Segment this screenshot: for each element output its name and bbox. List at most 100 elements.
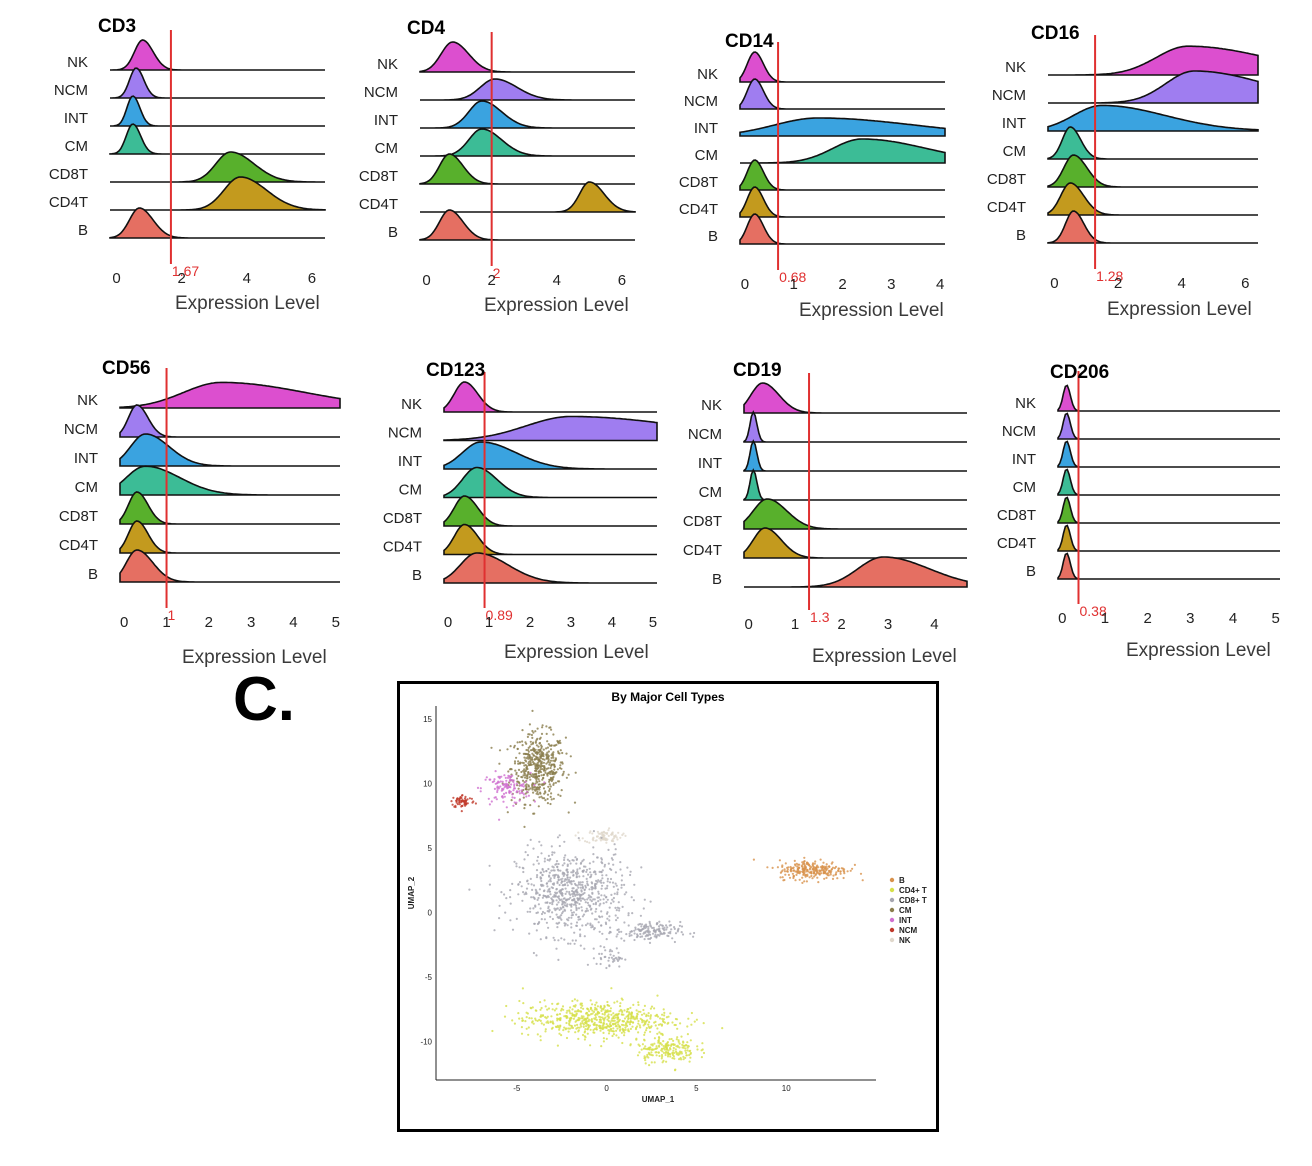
x-tick-label: 2	[205, 614, 213, 631]
ridge-cm	[743, 468, 967, 501]
ridge-cd8t	[419, 153, 635, 185]
ridge-b	[1057, 552, 1280, 580]
ridge-int	[110, 95, 325, 127]
ridge-nk	[1057, 384, 1280, 412]
ridge-cd8t	[1047, 154, 1258, 188]
ridge-cd8t	[119, 491, 340, 525]
ridge-svg: NK NCM INT CM CD8T CD4T B 0.68 0 1 2 3 4	[679, 42, 946, 293]
category-label: NCM	[364, 84, 398, 101]
threshold-label: 0.89	[486, 607, 513, 623]
ridge-svg: NK NCM INT CM CD8T CD4T B 1.28 0 2 4 6	[987, 35, 1259, 292]
category-label: CM	[1003, 143, 1026, 160]
category-label: B	[88, 566, 98, 583]
ridge-ncm	[743, 410, 967, 443]
legend-label: NK	[899, 936, 911, 945]
ridge-cm	[420, 128, 635, 157]
x-tick-label: 5	[1272, 610, 1280, 627]
ridge-cd4t	[1047, 182, 1258, 216]
umap-x-tick: 10	[782, 1084, 791, 1093]
umap-y-tick: 15	[423, 715, 432, 724]
ridge-svg: NK NCM INT CM CD8T CD4T B 0.89 0 1 2 3 4 5	[383, 372, 658, 631]
category-label: NK	[77, 392, 98, 409]
ridge-ncm	[110, 67, 325, 99]
category-label: B	[1026, 563, 1036, 580]
umap-y-label: UMAP_2	[407, 876, 416, 909]
ridge-ncm	[739, 78, 945, 110]
x-tick-label: 1	[791, 616, 799, 633]
panel-title: CD14	[725, 31, 774, 52]
x-tick-label: 2	[1143, 610, 1151, 627]
threshold-label: 0.38	[1079, 603, 1106, 619]
category-label: INT	[398, 453, 422, 470]
x-tick-label: 0	[1050, 275, 1058, 292]
panel-title: CD19	[733, 360, 782, 381]
ridge-b	[119, 549, 340, 583]
ridge-int	[743, 439, 967, 472]
category-label: NCM	[684, 93, 718, 110]
category-label: B	[78, 222, 88, 239]
category-label: INT	[1012, 451, 1036, 468]
ridge-nk	[743, 382, 967, 414]
category-label: B	[1016, 227, 1026, 244]
x-axis-label: Expression Level	[799, 300, 944, 321]
category-label: INT	[64, 110, 88, 127]
ridge-ncm	[420, 78, 635, 101]
category-label: NK	[701, 397, 722, 414]
umap-cluster-cm	[490, 709, 577, 828]
x-tick-label: 4	[1229, 610, 1237, 627]
category-label: INT	[374, 112, 398, 129]
category-label: CM	[695, 147, 718, 164]
ridge-cd8t	[1057, 496, 1280, 524]
legend-label: CD4+ T	[899, 886, 927, 895]
category-label: NCM	[64, 421, 98, 438]
x-tick-label: 2	[487, 272, 495, 289]
category-label: NCM	[1002, 423, 1036, 440]
threshold-label: 1.3	[810, 609, 830, 625]
category-label: B	[388, 224, 398, 241]
x-tick-label: 3	[567, 614, 575, 631]
ridge-cm	[443, 466, 657, 499]
ridge-nk	[419, 41, 635, 73]
x-tick-label: 4	[930, 616, 938, 633]
panel-title: CD16	[1031, 23, 1080, 44]
category-label: NK	[401, 396, 422, 413]
ridge-nk	[739, 51, 945, 83]
category-label: NK	[1015, 395, 1036, 412]
ridge-b	[739, 213, 945, 245]
category-label: INT	[1002, 115, 1026, 132]
umap-cluster-b	[752, 856, 864, 884]
category-label: CM	[75, 479, 98, 496]
umap-cluster-cd8-t	[468, 830, 652, 961]
umap-y-tick: -5	[425, 973, 433, 982]
x-tick-label: 2	[526, 614, 534, 631]
x-tick-label: 4	[936, 276, 944, 293]
ridge-ncm	[443, 415, 658, 442]
x-tick-label: 6	[1241, 275, 1249, 292]
x-axis-label: Expression Level	[504, 642, 649, 663]
category-label: CD4T	[997, 535, 1036, 552]
legend-swatch	[889, 937, 895, 943]
legend-swatch	[889, 877, 895, 883]
ridge-cd4t	[110, 176, 326, 211]
umap-panel: By Major Cell Types 15 10 5 0 -5 -10 -5 0 5 10 UMA…	[397, 681, 939, 1132]
ridge-panel-cd19: CD19 NK NCM INT CM CD8T CD4T B 1.3 0 1 2 3 4 Express…	[682, 358, 987, 673]
x-tick-label: 6	[618, 272, 626, 289]
category-label: INT	[698, 455, 722, 472]
legend-swatch	[889, 927, 895, 933]
legend-swatch	[889, 887, 895, 893]
umap-cluster-int	[476, 770, 546, 821]
x-tick-label: 3	[247, 614, 255, 631]
x-tick-label: 0	[444, 614, 452, 631]
ridge-svg: NK NCM INT CM CD8T CD4T B 1 0 1 2 3 4 5	[59, 368, 341, 631]
ridge-svg: NK NCM INT CM CD8T CD4T B 1.67 0 2 4 6	[49, 30, 326, 287]
ridge-int	[420, 100, 635, 129]
category-label: CD4T	[383, 539, 422, 556]
x-axis-label: Expression Level	[1107, 299, 1252, 320]
ridge-b	[1047, 210, 1258, 244]
x-tick-label: 4	[608, 614, 616, 631]
ridge-b	[109, 207, 325, 239]
umap-x-tick: 0	[604, 1084, 609, 1093]
umap-cluster-cd8-t	[605, 920, 696, 944]
x-tick-label: 2	[838, 276, 846, 293]
ridge-panel-cd14: CD14 NK NCM INT CM CD8T CD4T B 0.68 0 1 2 3 4 Expres…	[665, 28, 970, 328]
